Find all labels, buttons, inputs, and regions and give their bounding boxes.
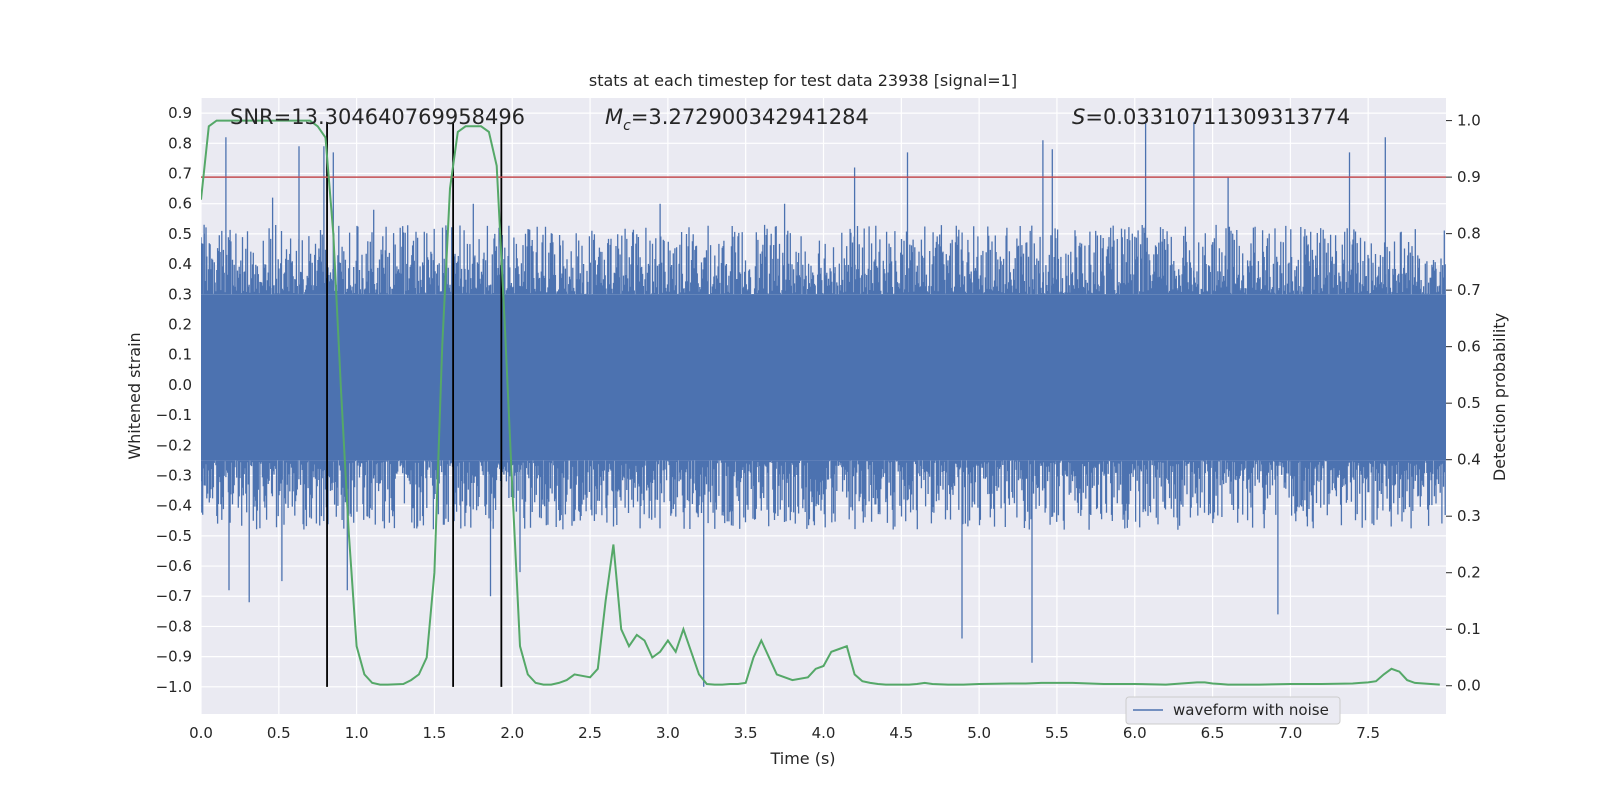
x-tick-label: 1.0 bbox=[345, 724, 369, 742]
x-tick-label: 1.5 bbox=[423, 724, 447, 742]
s-value: =0.03310711309313774 bbox=[1085, 105, 1350, 129]
y-right-tick-label: 0.0 bbox=[1457, 677, 1481, 695]
y-tick-label: −0.2 bbox=[156, 436, 192, 454]
x-tick-label: 7.5 bbox=[1356, 724, 1380, 742]
y-tick-label: −0.7 bbox=[156, 587, 192, 605]
y-axis-label: Whitened strain bbox=[125, 332, 144, 459]
merger-markers bbox=[326, 122, 503, 687]
x-tick-label: 6.5 bbox=[1201, 724, 1225, 742]
y-tick-label: −0.9 bbox=[156, 648, 192, 666]
y-right-tick-label: 0.1 bbox=[1457, 620, 1481, 638]
s-symbol: S bbox=[1072, 105, 1085, 129]
x-tick-label: 5.0 bbox=[967, 724, 991, 742]
probability-series bbox=[201, 119, 1440, 686]
probability-line bbox=[201, 119, 1440, 686]
x-tick-label: 5.5 bbox=[1045, 724, 1069, 742]
y-right-tick-label: 0.2 bbox=[1457, 564, 1481, 582]
waveform-core bbox=[201, 294, 1446, 461]
y-right-tick-label: 1.0 bbox=[1457, 112, 1481, 130]
x-tick-label: 0.0 bbox=[189, 724, 213, 742]
x-tick-label: 2.0 bbox=[500, 724, 524, 742]
y-tick-label: 0.9 bbox=[168, 104, 192, 122]
y-tick-label: 0.8 bbox=[168, 134, 192, 152]
waveform-line bbox=[201, 122, 1446, 687]
y-right-tick-label: 0.3 bbox=[1457, 507, 1481, 525]
x-tick-label: 4.5 bbox=[889, 724, 913, 742]
chart-title: stats at each timestep for test data 239… bbox=[589, 71, 1017, 90]
x-tick-label: 6.0 bbox=[1123, 724, 1147, 742]
x-tick-label: 0.5 bbox=[267, 724, 291, 742]
y-tick-label: 0.5 bbox=[168, 225, 192, 243]
x-ticks: 0.0 0.5 1.0 1.5 2.0 2.5 3.0 3.5 4.0 4.5 5.0 5.5 6.0 6… bbox=[189, 724, 1380, 742]
y-tick-label: 0.7 bbox=[168, 164, 192, 182]
x-axis-label: Time (s) bbox=[769, 749, 835, 768]
x-tick-label: 3.5 bbox=[734, 724, 758, 742]
legend-box bbox=[1125, 696, 1341, 725]
y-tick-label: 0.4 bbox=[168, 255, 192, 273]
right-y-ticks: 1.0 0.9 0.8 0.7 0.6 0.5 0.4 0.3 0.2 0.1 0.0 bbox=[1446, 112, 1481, 695]
y-tick-label: −0.8 bbox=[156, 617, 192, 635]
y-tick-label: 0.1 bbox=[168, 346, 192, 364]
snr-annotation: SNR=13.304640769958496 bbox=[230, 105, 525, 129]
s-annotation: S=0.03310711309313774 bbox=[1072, 105, 1350, 129]
y-tick-label: −1.0 bbox=[156, 678, 192, 696]
y-right-tick-label: 0.8 bbox=[1457, 225, 1481, 243]
y-tick-label: 0.6 bbox=[168, 195, 192, 213]
waveform-series bbox=[201, 122, 1446, 687]
x-tick-label: 4.0 bbox=[812, 724, 836, 742]
y-tick-label: −0.3 bbox=[156, 466, 192, 484]
y-tick-label: 0.3 bbox=[168, 285, 192, 303]
y-tick-label: 0.0 bbox=[168, 376, 192, 394]
y-right-tick-label: 0.9 bbox=[1457, 168, 1481, 186]
y-right-tick-label: 0.5 bbox=[1457, 394, 1481, 412]
y-tick-label: −0.5 bbox=[156, 527, 192, 545]
chirp-mass-subscript: c bbox=[623, 118, 631, 134]
x-tick-label: 3.0 bbox=[656, 724, 680, 742]
y-right-tick-label: 0.6 bbox=[1457, 338, 1481, 356]
y-tick-label: 0.2 bbox=[168, 315, 192, 333]
y-tick-label: −0.4 bbox=[156, 497, 192, 515]
chirp-mass-annotation: Mc=3.272900342941284 bbox=[605, 105, 869, 134]
y-right-tick-label: 0.7 bbox=[1457, 281, 1481, 299]
y-axis-label-right: Detection probability bbox=[1490, 313, 1509, 481]
y-right-tick-label: 0.4 bbox=[1457, 451, 1481, 469]
chirp-mass-symbol: M bbox=[605, 105, 623, 129]
x-tick-label: 7.0 bbox=[1278, 724, 1302, 742]
left-y-ticks: 0.9 0.8 0.7 0.6 0.5 0.4 0.3 0.2 0.1 0.0 −0.1 −0.2 −0… bbox=[156, 104, 192, 696]
y-tick-label: −0.1 bbox=[156, 406, 192, 424]
legend: waveform with noise bbox=[1125, 696, 1341, 725]
chirp-mass-value: =3.272900342941284 bbox=[631, 105, 869, 129]
legend-label: waveform with noise bbox=[1173, 701, 1329, 719]
x-tick-label: 2.5 bbox=[578, 724, 602, 742]
y-tick-label: −0.6 bbox=[156, 557, 192, 575]
